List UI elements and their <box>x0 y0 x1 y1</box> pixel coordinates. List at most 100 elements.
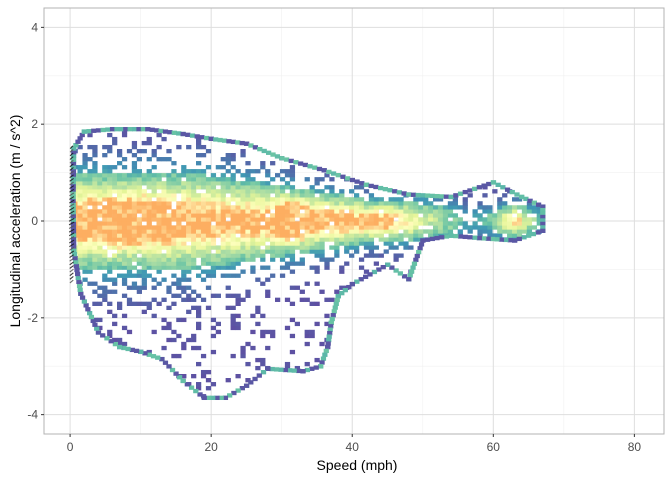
heatmap-cell <box>462 234 468 240</box>
heatmap-cell <box>299 217 305 222</box>
heatmap-cell <box>77 205 83 210</box>
heatmap-cell <box>196 181 202 186</box>
heatmap-cell <box>324 297 330 302</box>
heatmap-cell <box>279 201 286 206</box>
heatmap-cell <box>408 217 414 222</box>
heatmap-cell <box>398 225 404 230</box>
heatmap-cell <box>476 185 482 190</box>
heatmap-cell <box>225 265 231 270</box>
heatmap-cell <box>117 148 123 154</box>
heatmap-cell <box>275 253 281 258</box>
heatmap-cell <box>260 225 266 230</box>
heatmap-cell <box>141 201 147 206</box>
heatmap-cell <box>261 148 267 154</box>
heatmap-cell <box>225 177 231 182</box>
heatmap-cell <box>284 225 291 230</box>
heatmap-cell <box>205 237 212 242</box>
heatmap-cell <box>309 333 315 339</box>
heatmap-cell <box>126 253 133 258</box>
heatmap-cell <box>126 273 133 278</box>
heatmap-cell <box>171 177 177 182</box>
heatmap-cell <box>309 229 315 234</box>
heatmap-cell <box>497 213 503 218</box>
heatmap-cell <box>92 241 98 246</box>
heatmap-cell <box>97 265 103 270</box>
heatmap-cell <box>220 189 226 194</box>
heatmap-cell <box>284 185 291 190</box>
heatmap-cell <box>250 229 256 234</box>
heatmap-cell <box>191 177 197 182</box>
heatmap-cell <box>196 386 202 391</box>
heatmap-cell <box>531 205 537 210</box>
heatmap-cell <box>326 337 332 343</box>
heatmap-cell <box>230 261 236 266</box>
heatmap-cell <box>407 273 413 278</box>
zero-speed-trace <box>68 203 75 208</box>
heatmap-cell <box>354 221 360 226</box>
heatmap-cell <box>482 225 488 230</box>
heatmap-cell <box>314 197 320 202</box>
heatmap-cell <box>92 237 98 242</box>
heatmap-cell <box>255 205 261 210</box>
heatmap-cell <box>344 245 350 250</box>
heatmap-cell <box>403 225 409 230</box>
heatmap-cell <box>270 333 276 339</box>
heatmap-cell <box>107 201 113 206</box>
heatmap-cell <box>225 201 231 206</box>
heatmap-cell <box>112 217 118 222</box>
heatmap-cell <box>141 245 147 250</box>
heatmap-cell <box>220 229 226 234</box>
heatmap-cell <box>200 269 207 274</box>
heatmap-cell <box>387 188 393 193</box>
heatmap-cell <box>516 229 523 234</box>
heatmap-cell <box>227 393 233 398</box>
heatmap-cell <box>107 173 113 178</box>
heatmap-cell <box>439 235 445 240</box>
heatmap-cell <box>191 249 197 254</box>
heatmap-cell <box>171 249 177 254</box>
heatmap-cell <box>230 213 236 218</box>
heatmap-cell <box>210 257 217 262</box>
heatmap-cell <box>245 257 251 262</box>
heatmap-cell <box>121 265 128 270</box>
heatmap-cell <box>250 193 256 198</box>
heatmap-cell <box>87 144 93 150</box>
heatmap-cell <box>325 341 331 346</box>
heatmap-cell <box>117 265 123 270</box>
heatmap-cell <box>511 221 518 226</box>
heatmap-cell <box>205 205 212 210</box>
heatmap-cell <box>181 241 187 246</box>
heatmap-cell <box>279 241 286 246</box>
heatmap-cell <box>255 309 261 315</box>
heatmap-cell <box>220 193 226 198</box>
heatmap-cell <box>270 189 276 194</box>
heatmap-cell <box>222 395 229 401</box>
heatmap-cell <box>230 273 236 278</box>
heatmap-cell <box>92 153 98 158</box>
heatmap-cell <box>181 217 187 222</box>
heatmap-cell <box>540 207 546 213</box>
heatmap-cell <box>161 233 167 238</box>
heatmap-cell <box>240 217 246 222</box>
heatmap-cell <box>235 201 241 206</box>
heatmap-cell <box>279 209 286 214</box>
heatmap-cell <box>329 209 335 214</box>
heatmap-cell <box>275 209 281 214</box>
heatmap-cell <box>279 273 286 278</box>
heatmap-cell <box>507 238 513 243</box>
heatmap-cell <box>284 209 291 214</box>
heatmap-cell <box>240 197 246 202</box>
heatmap-cell <box>77 253 83 258</box>
heatmap-cell <box>136 301 142 306</box>
heatmap-cell <box>156 269 162 274</box>
heatmap-cell <box>245 177 251 182</box>
heatmap-cell <box>328 320 334 325</box>
heatmap-cell <box>344 233 350 238</box>
heatmap-cell <box>521 225 528 230</box>
heatmap-cell <box>161 181 167 186</box>
heatmap-cell <box>349 225 355 230</box>
heatmap-cell <box>191 205 197 210</box>
heatmap-cell <box>314 217 320 222</box>
heatmap-cell <box>408 237 414 242</box>
heatmap-cell <box>230 249 236 254</box>
